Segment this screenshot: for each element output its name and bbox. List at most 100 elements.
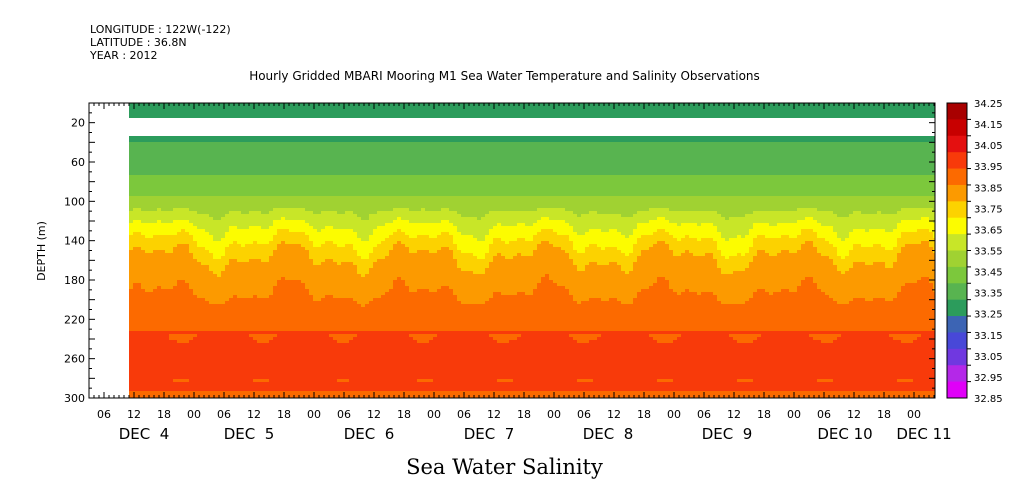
salinity-cell [297, 226, 301, 229]
salinity-cell [309, 232, 313, 235]
salinity-cell [173, 376, 177, 379]
salinity-cell [269, 202, 273, 205]
salinity-cell [181, 379, 185, 382]
salinity-cell [137, 328, 141, 331]
salinity-cell [313, 253, 317, 256]
salinity-cell [177, 166, 181, 169]
salinity-cell [333, 376, 337, 379]
salinity-cell [289, 304, 293, 307]
salinity-cell [321, 136, 325, 139]
salinity-cell [205, 154, 209, 157]
salinity-cell [245, 385, 249, 388]
salinity-cell [141, 283, 145, 286]
salinity-cell [273, 193, 277, 196]
salinity-cell [341, 175, 345, 178]
salinity-cell [221, 241, 225, 244]
salinity-cell [213, 385, 217, 388]
salinity-cell [245, 301, 249, 304]
salinity-cell [269, 244, 273, 247]
salinity-cell [149, 373, 153, 376]
salinity-cell [157, 247, 161, 250]
salinity-cell [261, 334, 265, 337]
salinity-cell [189, 343, 193, 346]
salinity-cell [341, 103, 345, 106]
salinity-cell [225, 211, 229, 214]
salinity-cell [289, 325, 293, 328]
salinity-cell [177, 196, 181, 199]
salinity-cell [321, 145, 325, 148]
salinity-cell [333, 322, 337, 325]
salinity-cell [289, 373, 293, 376]
salinity-cell [221, 328, 225, 331]
salinity-cell [201, 169, 205, 172]
salinity-cell [249, 178, 253, 181]
salinity-cell [145, 241, 149, 244]
salinity-cell [185, 232, 189, 235]
salinity-cell [145, 196, 149, 199]
salinity-cell [157, 268, 161, 271]
salinity-cell [333, 343, 337, 346]
salinity-cell [173, 193, 177, 196]
salinity-cell [201, 151, 205, 154]
salinity-cell [137, 175, 141, 178]
salinity-cell [169, 193, 173, 196]
salinity-cell [313, 349, 317, 352]
salinity-cell [309, 367, 313, 370]
salinity-cell [129, 379, 133, 382]
salinity-cell [129, 208, 133, 211]
salinity-cell [189, 292, 193, 295]
salinity-cell [261, 286, 265, 289]
salinity-cell [201, 349, 205, 352]
salinity-cell [193, 286, 197, 289]
salinity-cell [229, 151, 233, 154]
salinity-cell [185, 358, 189, 361]
salinity-cell [229, 382, 233, 385]
salinity-cell [177, 145, 181, 148]
salinity-cell [213, 352, 217, 355]
salinity-cell [181, 241, 185, 244]
salinity-cell [333, 304, 337, 307]
salinity-cell [305, 322, 309, 325]
salinity-cell [293, 376, 297, 379]
salinity-cell [333, 382, 337, 385]
salinity-cell [225, 241, 229, 244]
salinity-cell [217, 355, 221, 358]
salinity-cell [297, 286, 301, 289]
salinity-cell [177, 229, 181, 232]
salinity-cell [213, 163, 217, 166]
chart-title: Hourly Gridded MBARI Mooring M1 Sea Wate… [249, 69, 760, 83]
salinity-cell [257, 115, 261, 118]
salinity-cell [273, 232, 277, 235]
salinity-cell [285, 265, 289, 268]
salinity-cell [245, 202, 249, 205]
salinity-cell [157, 214, 161, 217]
salinity-cell [337, 229, 341, 232]
salinity-cell [209, 385, 213, 388]
salinity-cell [205, 313, 209, 316]
salinity-cell [281, 391, 285, 394]
salinity-cell [301, 241, 305, 244]
salinity-cell [293, 205, 297, 208]
salinity-cell [277, 190, 281, 193]
salinity-cell [325, 346, 329, 349]
salinity-cell [177, 370, 181, 373]
salinity-cell [205, 196, 209, 199]
salinity-cell [289, 148, 293, 151]
salinity-cell [305, 106, 309, 109]
salinity-cell [329, 106, 333, 109]
salinity-cell [145, 232, 149, 235]
salinity-cell [285, 325, 289, 328]
salinity-cell [285, 364, 289, 367]
salinity-cell [177, 217, 181, 220]
salinity-cell [333, 136, 337, 139]
salinity-cell [317, 244, 321, 247]
salinity-cell [129, 181, 133, 184]
salinity-cell [185, 379, 189, 382]
salinity-cell [253, 208, 257, 211]
salinity-cell [245, 256, 249, 259]
salinity-cell [209, 103, 213, 106]
salinity-cell [273, 271, 277, 274]
salinity-cell [217, 292, 221, 295]
salinity-cell [149, 301, 153, 304]
salinity-cell [181, 286, 185, 289]
